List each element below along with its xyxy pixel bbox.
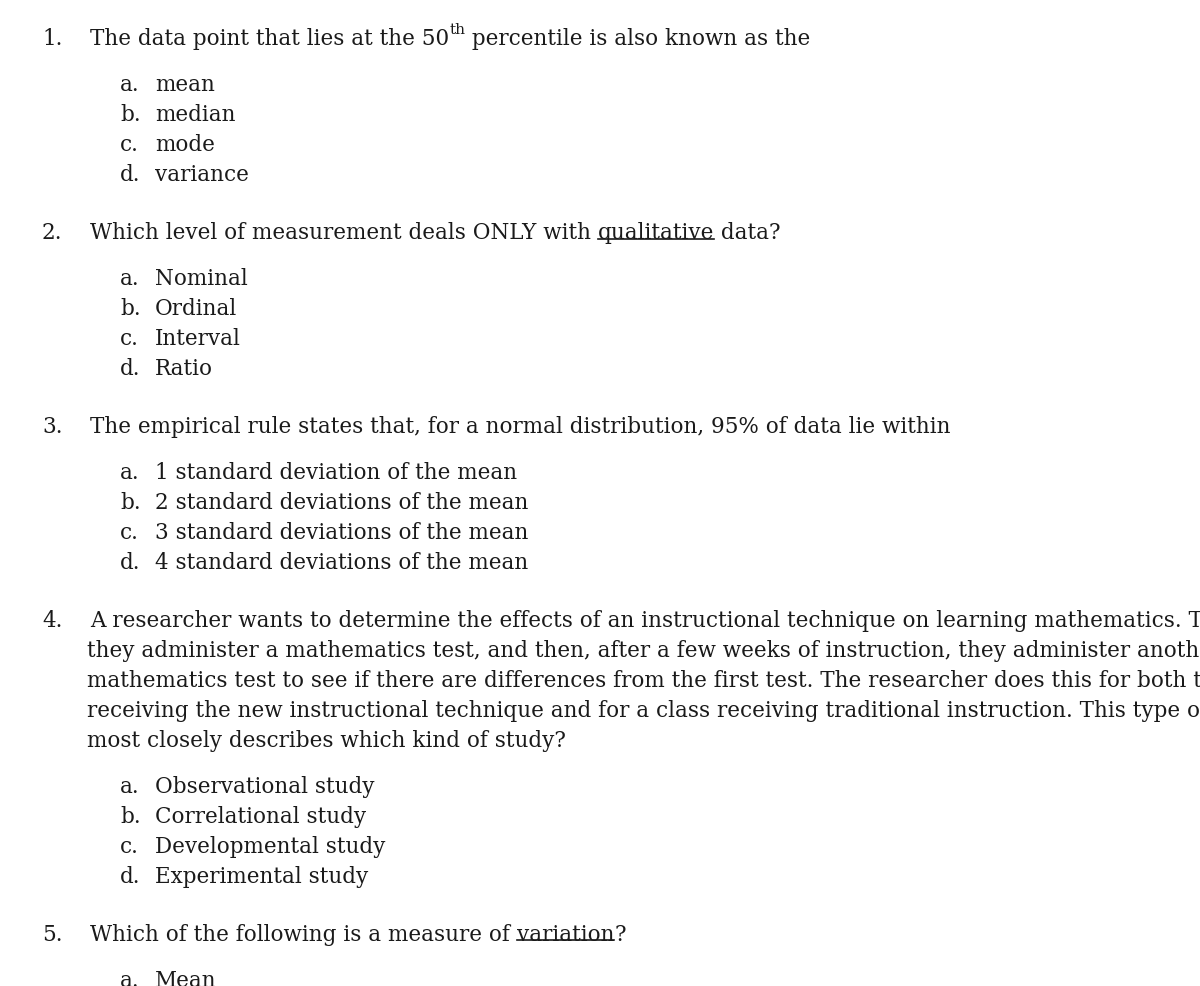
Text: A researcher wants to determine the effects of an instructional technique on lea: A researcher wants to determine the effe… — [90, 610, 1200, 632]
Text: Interval: Interval — [155, 328, 241, 350]
Text: a.: a. — [120, 268, 139, 290]
Text: percentile is also known as the: percentile is also known as the — [466, 28, 810, 50]
Text: a.: a. — [120, 74, 139, 96]
Text: median: median — [155, 104, 235, 126]
Text: c.: c. — [120, 328, 139, 350]
Text: b.: b. — [120, 806, 140, 828]
Text: 1 standard deviation of the mean: 1 standard deviation of the mean — [155, 462, 517, 484]
Text: a.: a. — [120, 970, 139, 986]
Text: b.: b. — [120, 104, 140, 126]
Text: d.: d. — [120, 164, 140, 186]
Text: c.: c. — [120, 134, 139, 156]
Text: most closely describes which kind of study?: most closely describes which kind of stu… — [88, 730, 566, 752]
Text: receiving the new instructional technique and for a class receiving traditional : receiving the new instructional techniqu… — [88, 700, 1200, 722]
Text: variance: variance — [155, 164, 248, 186]
Text: Which of the following is a measure of: Which of the following is a measure of — [90, 924, 517, 946]
Text: qualitative: qualitative — [598, 222, 714, 244]
Text: d.: d. — [120, 552, 140, 574]
Text: Observational study: Observational study — [155, 776, 374, 798]
Text: ?: ? — [614, 924, 625, 946]
Text: c.: c. — [120, 522, 139, 544]
Text: Ratio: Ratio — [155, 358, 214, 380]
Text: The data point that lies at the 50: The data point that lies at the 50 — [90, 28, 449, 50]
Text: 2.: 2. — [42, 222, 62, 244]
Text: 2 standard deviations of the mean: 2 standard deviations of the mean — [155, 492, 528, 514]
Text: The empirical rule states that, for a normal distribution, 95% of data lie withi: The empirical rule states that, for a no… — [90, 416, 950, 438]
Text: 3.: 3. — [42, 416, 62, 438]
Text: th: th — [449, 23, 466, 37]
Text: mode: mode — [155, 134, 215, 156]
Text: Which level of measurement deals ONLY with: Which level of measurement deals ONLY wi… — [90, 222, 598, 244]
Text: Developmental study: Developmental study — [155, 836, 385, 858]
Text: Mean: Mean — [155, 970, 217, 986]
Text: c.: c. — [120, 836, 139, 858]
Text: Nominal: Nominal — [155, 268, 247, 290]
Text: Ordinal: Ordinal — [155, 298, 238, 320]
Text: 5.: 5. — [42, 924, 62, 946]
Text: Correlational study: Correlational study — [155, 806, 366, 828]
Text: d.: d. — [120, 866, 140, 888]
Text: 3 standard deviations of the mean: 3 standard deviations of the mean — [155, 522, 528, 544]
Text: b.: b. — [120, 298, 140, 320]
Text: a.: a. — [120, 776, 139, 798]
Text: mathematics test to see if there are differences from the first test. The resear: mathematics test to see if there are dif… — [88, 670, 1200, 692]
Text: Experimental study: Experimental study — [155, 866, 368, 888]
Text: mean: mean — [155, 74, 215, 96]
Text: 4 standard deviations of the mean: 4 standard deviations of the mean — [155, 552, 528, 574]
Text: d.: d. — [120, 358, 140, 380]
Text: data?: data? — [714, 222, 781, 244]
Text: variation: variation — [517, 924, 614, 946]
Text: 4.: 4. — [42, 610, 62, 632]
Text: 1.: 1. — [42, 28, 62, 50]
Text: they administer a mathematics test, and then, after a few weeks of instruction, : they administer a mathematics test, and … — [88, 640, 1200, 662]
Text: b.: b. — [120, 492, 140, 514]
Text: a.: a. — [120, 462, 139, 484]
